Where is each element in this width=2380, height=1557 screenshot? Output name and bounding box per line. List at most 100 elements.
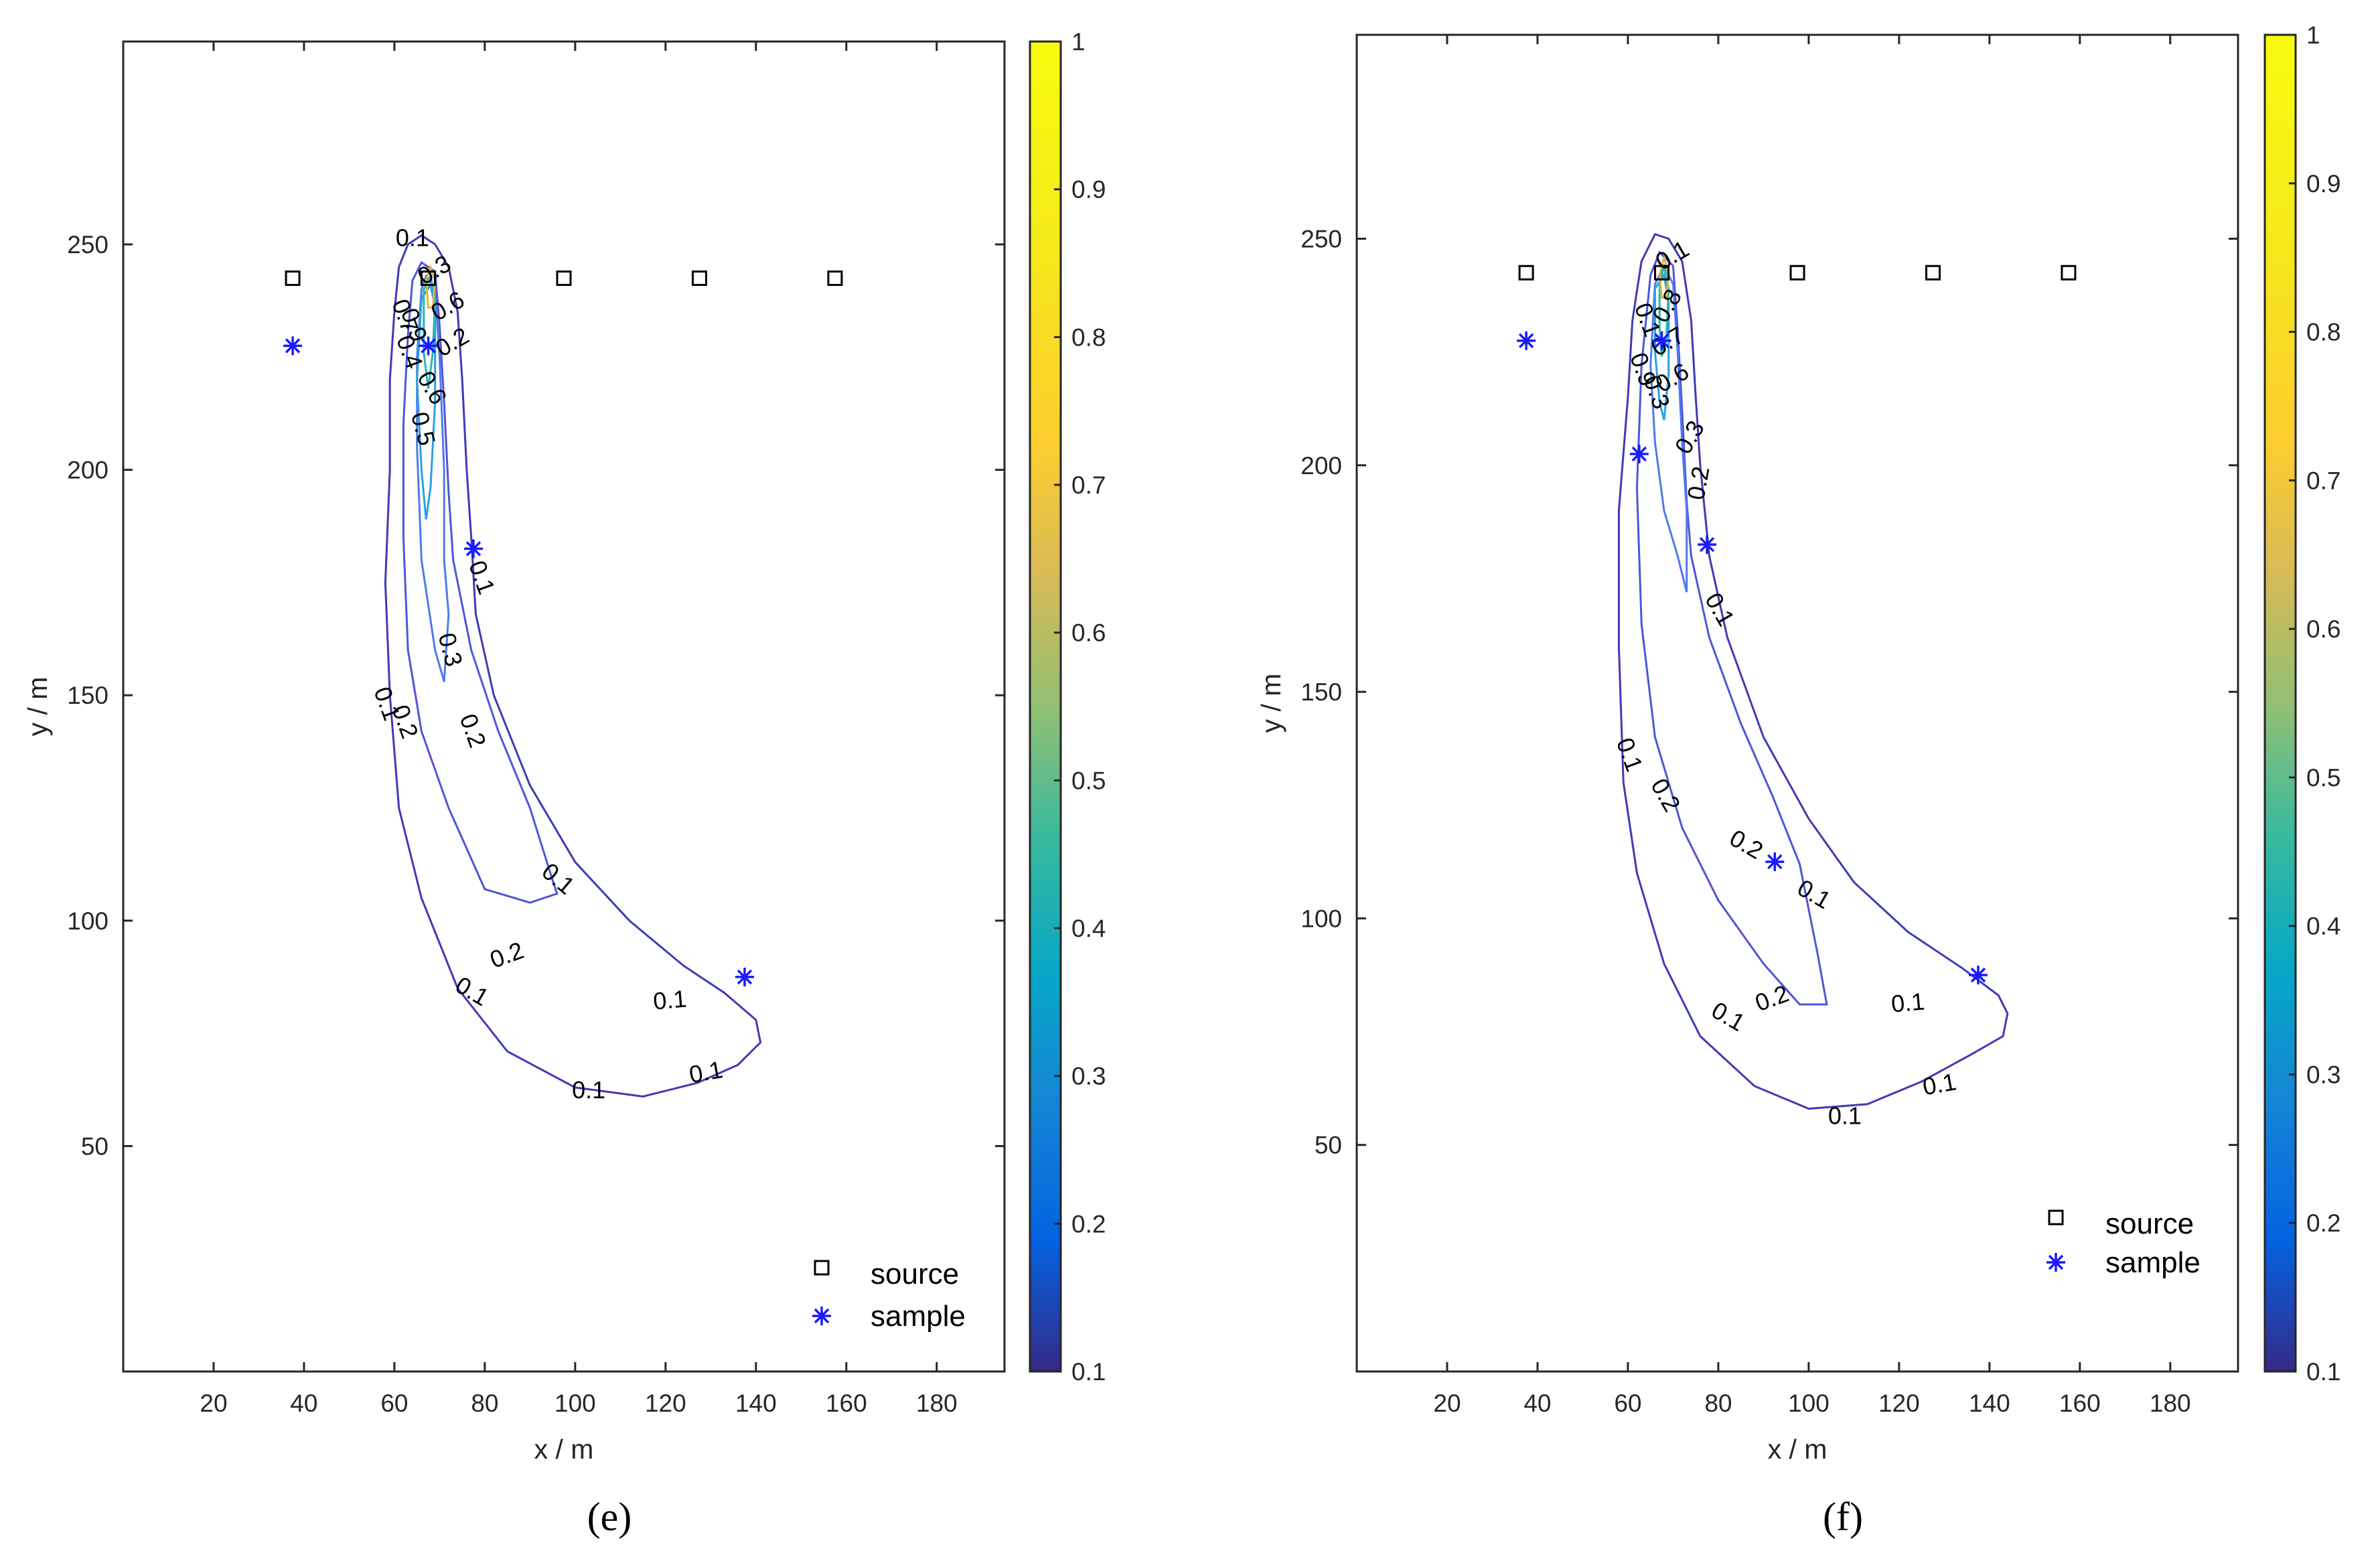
colorbar-tick-label: 1 [2306,21,2320,49]
contour-line-0-1 [1617,232,2009,1110]
colorbar-tick-label: 0.2 [1071,1210,1106,1238]
y-tick-label: 50 [81,1132,108,1160]
contour-line-0-7 [423,273,437,389]
y-tick-label: 250 [67,231,108,258]
x-tick-label: 160 [2059,1390,2101,1417]
x-tick-label: 80 [1704,1390,1732,1417]
sample-marker-stroke [1970,967,1986,983]
axis-ticks-f: 20 40 60 80 100 120 140 160 180 50 100 150 200 250 [1300,35,2238,1417]
x-tick-label: 20 [200,1390,227,1417]
colorbar-tick-label: 0.3 [2306,1061,2340,1088]
source-marker [285,270,301,286]
colorbar-tick-label: 0.9 [1071,176,1106,204]
y-tick-label: 250 [1300,225,1342,252]
x-tick-label: 140 [735,1390,777,1417]
contour-label: 0.1 [687,1055,725,1088]
x-tick-label: 120 [645,1390,686,1417]
sample-marker [1652,331,1671,350]
contour-line-0-2 [402,261,559,904]
sample-marker-stroke [285,338,301,354]
x-axis-label-f: x / m [1768,1434,1828,1465]
legend-sample-label-f: sample [2105,1246,2201,1279]
source-marker [1789,265,1805,281]
x-tick-label: 180 [2150,1390,2191,1417]
x-tick-label: 60 [380,1390,408,1417]
contour-label: 0.1 [652,984,688,1015]
colorbar-f [2263,33,2297,1373]
contour-line-0-1 [384,234,762,1098]
x-tick-label: 120 [1878,1390,1920,1417]
y-tick-label: 200 [67,457,108,484]
x-tick-label: 60 [1614,1390,1641,1417]
x-tick-label: 20 [1433,1390,1461,1417]
colorbar-ticks-f: 0.1 0.2 0.3 0.4 0.5 0.6 0.7 0.8 0.9 1 [2289,21,2340,1386]
colorbar-ticks-e: 0.1 0.2 0.3 0.4 0.5 0.6 0.7 0.8 0.9 1 [1054,28,1106,1386]
colorbar-tick-label: 0.1 [1071,1358,1106,1386]
colorbar-tick-label: 0.1 [2306,1358,2340,1386]
colorbar-tick-label: 0.2 [2306,1209,2340,1237]
sample-marker [283,336,303,356]
contour-label: 0.1 [396,224,429,252]
chart-panel-f: 0.10.80.10.70.90.60.30.30.20.10.10.20.20… [1256,21,2340,1539]
contour-line-0-2 [1635,250,1828,1006]
plot-area-e [122,40,1006,1373]
x-tick-label: 40 [1523,1390,1551,1417]
contour-label: 0.2 [1682,464,1714,502]
y-tick-label: 50 [1315,1132,1342,1159]
y-axis-label-f: y / m [1256,674,1286,733]
sample-marker [735,967,754,986]
colorbar-tick-label: 0.4 [2306,913,2340,940]
sample-marker [1765,852,1785,871]
colorbar-tick-label: 1 [1071,28,1086,56]
sample-marker [1698,535,1717,554]
contour-line-0-3 [1649,263,1688,593]
colorbar-e [1029,40,1062,1373]
axis-ticks-e: 20 40 60 80 100 120 140 160 180 50 100 150 200 250 [67,42,1005,1417]
legend-source-label-e: source [871,1258,959,1290]
y-tick-label: 100 [67,907,108,935]
x-tick-label: 140 [1969,1390,2010,1417]
sample-marker-stroke [421,338,436,354]
sample-marker [1968,965,1988,984]
contour-label: 0.1 [572,1076,605,1104]
x-tick-label: 180 [916,1390,958,1417]
contour-label: 0.1 [1828,1102,1862,1130]
contour-label: 0.1 [1890,987,1925,1017]
colorbar-tick-label: 0.6 [2306,615,2340,643]
sample-marker-stroke [1654,333,1669,348]
plot-area-f [1355,33,2239,1373]
colorbar-tick-label: 0.3 [1071,1063,1106,1090]
sample-marker [419,336,438,356]
contour-line-0-9 [425,263,437,309]
sample-marker-stroke [1518,333,1534,348]
colorbar-tick-label: 0.4 [1071,915,1106,942]
colorbar-tick-label: 0.7 [2306,467,2340,494]
source-marker [556,270,572,286]
x-tick-label: 80 [471,1390,498,1417]
contour-line-0-5 [416,282,437,520]
source-marker [421,270,437,286]
y-axis-label-e: y / m [22,677,53,737]
y-tick-label: 150 [67,682,108,709]
x-tick-label: 160 [826,1390,867,1417]
sample-marker-stroke [465,541,481,557]
y-tick-label: 150 [1300,678,1342,706]
contour-content-f: 0.10.80.10.70.90.60.30.30.20.10.10.20.20… [1517,232,2077,1130]
colorbar-tick-label: 0.9 [2306,170,2340,198]
panel-label-e: (e) [587,1495,632,1539]
sample-marker-stroke [737,969,753,985]
x-axis-label-e: x / m [534,1434,594,1465]
contour-line-0-9 [1658,256,1670,299]
sample-marker [1629,444,1649,463]
legend-sample-marker-e [812,1307,831,1325]
colorbar-tick-label: 0.6 [1071,619,1106,647]
legend-source-marker-e [814,1260,830,1276]
sample-marker-stroke [1631,446,1647,462]
colorbar-tick-label: 0.5 [2306,764,2340,792]
x-tick-label: 100 [1788,1390,1830,1417]
sample-marker-stroke [1767,854,1783,870]
legend-sample-marker-f [2047,1253,2065,1272]
x-tick-label: 40 [290,1390,317,1417]
chart-panel-e: 0.10.30.60.70.90.20.40.60.50.10.30.10.2 0… [22,28,1106,1539]
